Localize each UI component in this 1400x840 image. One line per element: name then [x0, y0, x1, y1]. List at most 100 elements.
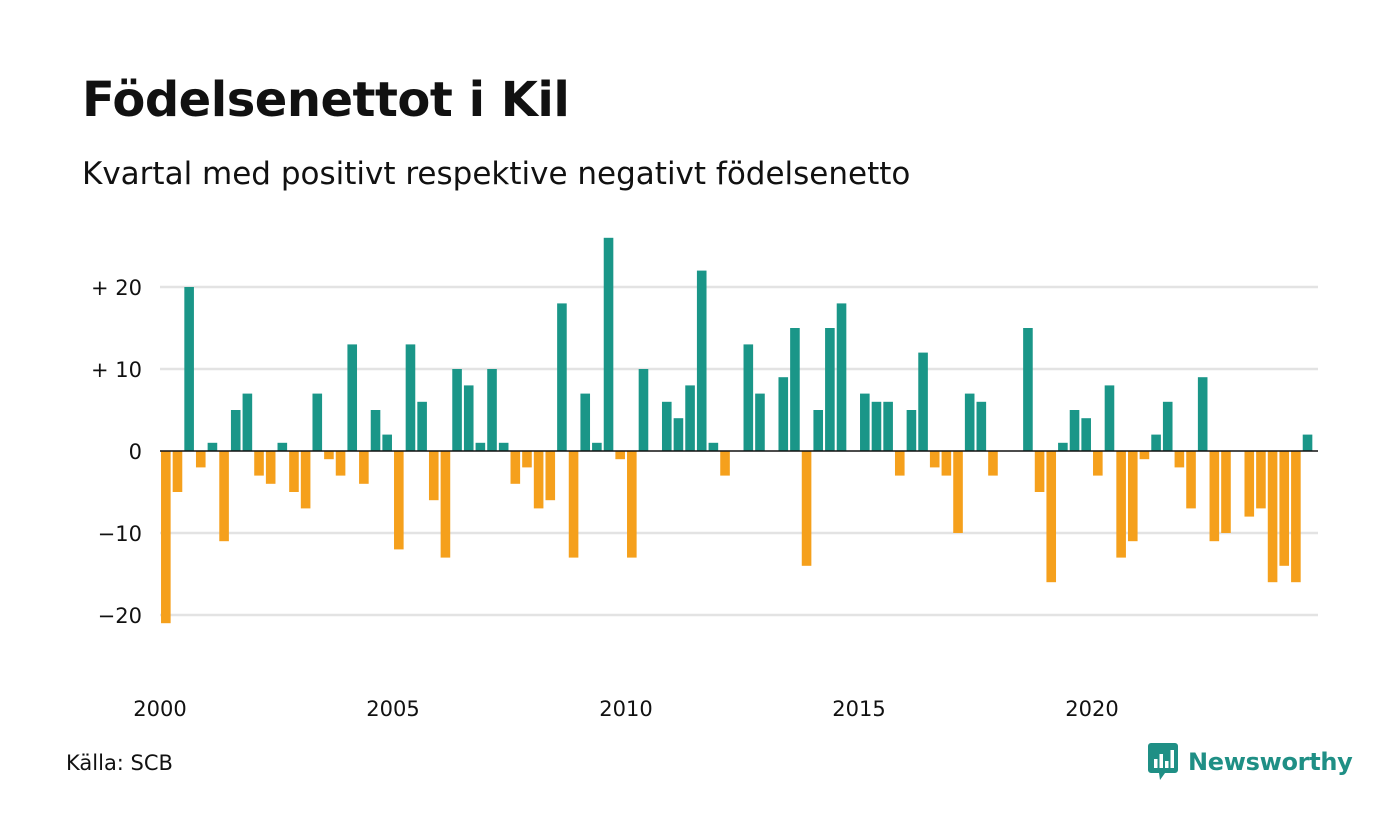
bar-negative	[941, 451, 952, 476]
x-tick-label: 2010	[599, 697, 652, 721]
bar-negative	[1244, 451, 1255, 517]
bar-positive	[825, 328, 835, 451]
y-tick-label: + 10	[91, 358, 142, 382]
bar-positive	[603, 237, 614, 451]
bar-positive	[1162, 401, 1173, 451]
bar-positive	[755, 393, 765, 451]
bar-negative	[265, 451, 276, 484]
bar-negative	[219, 451, 229, 542]
bar-positive	[813, 410, 824, 451]
bar-negative	[801, 451, 812, 566]
bar-positive	[976, 401, 987, 451]
x-tick-label: 2015	[832, 697, 885, 721]
bar-negative	[289, 451, 299, 492]
bar-positive	[778, 377, 789, 451]
brand-logo[interactable]: Newsworthy	[1148, 742, 1353, 782]
bar-positive	[405, 344, 416, 451]
bar-positive	[1081, 418, 1091, 451]
bar-negative	[988, 451, 998, 476]
bar-positive	[871, 401, 882, 451]
bar-negative	[440, 451, 451, 558]
bar-positive	[1058, 442, 1068, 451]
bar-positive	[743, 344, 754, 451]
bar-negative	[510, 451, 521, 484]
bar-negative	[394, 451, 404, 550]
bar-layer	[161, 237, 1313, 624]
bar-positive	[580, 393, 591, 451]
bar-negative	[1093, 451, 1103, 476]
bar-positive	[230, 410, 241, 451]
bar-negative	[335, 451, 346, 476]
bar-negative	[359, 451, 369, 484]
bar-positive	[918, 352, 928, 451]
bar-negative	[1034, 451, 1045, 492]
bar-negative	[568, 451, 579, 558]
bar-positive	[1151, 434, 1161, 451]
y-tick-label: 0	[129, 440, 142, 464]
bar-positive	[184, 287, 194, 451]
bar-positive	[1302, 434, 1313, 451]
bar-positive	[312, 393, 323, 451]
bar-negative	[1221, 451, 1231, 533]
x-tick-label: 2020	[1065, 697, 1118, 721]
bar-negative	[1186, 451, 1196, 509]
bar-positive	[452, 369, 462, 451]
bar-positive	[370, 410, 381, 451]
bar-negative	[545, 451, 556, 501]
bar-negative	[1139, 451, 1150, 460]
bar-negative	[1279, 451, 1290, 566]
bar-negative	[929, 451, 940, 468]
bar-positive	[242, 393, 253, 451]
bar-positive	[463, 385, 474, 451]
y-tick-label: −10	[98, 522, 142, 546]
bar-positive	[382, 434, 392, 451]
bar-negative	[300, 451, 311, 509]
bar-negative	[195, 451, 206, 468]
bar-positive	[790, 328, 800, 451]
bar-positive	[860, 393, 870, 451]
bar-positive	[883, 401, 893, 451]
y-axis-ticks: + 20 + 10 0 −10 −20	[91, 276, 142, 628]
bar-positive	[592, 442, 602, 451]
bar-positive	[498, 442, 509, 451]
bar-positive	[661, 401, 672, 451]
bar-negative	[1256, 451, 1266, 509]
bar-positive	[708, 442, 719, 451]
bar-negative	[1291, 451, 1301, 583]
bar-negative	[615, 451, 625, 460]
bar-positive	[207, 442, 218, 451]
brand-name: Newsworthy	[1188, 748, 1353, 776]
bar-negative	[172, 451, 183, 492]
y-tick-label: −20	[98, 604, 142, 628]
bar-negative	[161, 451, 171, 624]
bar-negative	[1267, 451, 1278, 583]
bar-positive	[685, 385, 695, 451]
bar-negative	[1174, 451, 1185, 468]
bar-positive	[638, 369, 649, 451]
bar-positive	[964, 393, 975, 451]
bar-positive	[696, 270, 707, 451]
newsworthy-chart-bubble-icon	[1148, 743, 1178, 780]
bar-positive	[475, 442, 486, 451]
bar-negative	[428, 451, 439, 501]
bar-negative	[1209, 451, 1220, 542]
bar-positive	[673, 418, 684, 451]
bar-negative	[324, 451, 334, 460]
bar-positive	[1023, 328, 1033, 451]
x-tick-label: 2005	[366, 697, 419, 721]
bar-positive	[557, 303, 567, 451]
x-axis-ticks: 2000 2005 2010 2015 2020	[133, 697, 1118, 721]
chart-subtitle: Kvartal med positivt respektive negativt…	[82, 156, 911, 192]
chart-title: Födelsenettot i Kil	[82, 72, 570, 128]
source-note: Källa: SCB	[66, 751, 173, 775]
bar-positive	[1104, 385, 1115, 451]
bar-negative	[522, 451, 532, 468]
bar-positive	[1197, 377, 1208, 451]
bar-negative	[627, 451, 637, 558]
bar-positive	[417, 401, 427, 451]
bar-positive	[836, 303, 847, 451]
bar-positive	[487, 369, 497, 451]
bar-negative	[894, 451, 905, 476]
bar-negative	[1127, 451, 1138, 542]
